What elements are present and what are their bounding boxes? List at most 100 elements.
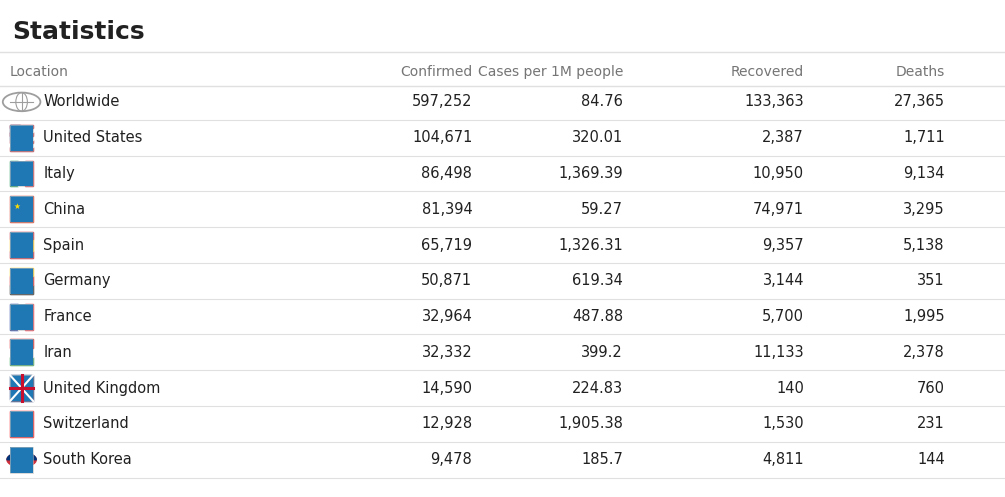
Text: 760: 760 — [917, 381, 945, 396]
Bar — [10, 339, 33, 348]
Bar — [10, 375, 33, 401]
Bar — [10, 304, 18, 330]
Bar — [10, 447, 33, 473]
Text: Italy: Italy — [43, 166, 75, 181]
Circle shape — [7, 452, 36, 467]
Text: 59.27: 59.27 — [581, 202, 623, 217]
Text: 3,144: 3,144 — [763, 273, 804, 288]
Bar — [10, 136, 33, 140]
Text: 86,498: 86,498 — [421, 166, 472, 181]
Bar — [10, 285, 33, 294]
Bar — [10, 251, 33, 258]
Bar — [10, 143, 33, 147]
Bar — [10, 276, 33, 285]
Text: 1,369.39: 1,369.39 — [559, 166, 623, 181]
Text: 185.7: 185.7 — [581, 452, 623, 467]
Bar — [10, 304, 33, 330]
Text: 1,326.31: 1,326.31 — [559, 238, 623, 252]
Text: 74,971: 74,971 — [753, 202, 804, 217]
Text: 9,478: 9,478 — [430, 452, 472, 467]
Text: Deaths: Deaths — [895, 65, 945, 79]
Text: 3,295: 3,295 — [903, 202, 945, 217]
Text: United Kingdom: United Kingdom — [43, 381, 161, 396]
Bar — [10, 232, 33, 258]
Text: 10,950: 10,950 — [753, 166, 804, 181]
Bar — [10, 268, 33, 276]
Text: United States: United States — [43, 130, 143, 145]
Text: 399.2: 399.2 — [581, 345, 623, 360]
Bar — [15, 422, 28, 425]
Text: ★: ★ — [13, 202, 20, 211]
Text: Recovered: Recovered — [731, 65, 804, 79]
Text: 4,811: 4,811 — [763, 452, 804, 467]
Bar — [10, 375, 33, 401]
Text: 50,871: 50,871 — [421, 273, 472, 288]
Text: Germany: Germany — [43, 273, 111, 288]
Text: 9,134: 9,134 — [903, 166, 945, 181]
Bar — [10, 232, 33, 258]
Text: 1,530: 1,530 — [763, 416, 804, 431]
Text: 9,357: 9,357 — [763, 238, 804, 252]
Text: 619.34: 619.34 — [572, 273, 623, 288]
Text: 84.76: 84.76 — [581, 94, 623, 109]
Text: 2,378: 2,378 — [902, 345, 945, 360]
Text: 32,964: 32,964 — [421, 309, 472, 324]
Bar — [18, 304, 25, 330]
Text: 81,394: 81,394 — [422, 202, 472, 217]
Bar — [10, 140, 33, 143]
Text: 320.01: 320.01 — [572, 130, 623, 145]
Bar — [10, 304, 33, 330]
Text: 1,995: 1,995 — [903, 309, 945, 324]
Bar — [10, 339, 33, 365]
Bar — [10, 125, 33, 128]
Bar — [10, 268, 33, 294]
Bar — [10, 132, 33, 136]
Bar — [10, 196, 33, 222]
Bar — [10, 196, 33, 222]
Bar — [25, 161, 33, 186]
Text: Cases per 1M people: Cases per 1M people — [477, 65, 623, 79]
Bar — [10, 357, 33, 365]
Text: 224.83: 224.83 — [572, 381, 623, 396]
Bar — [19, 417, 24, 431]
Text: 32,332: 32,332 — [422, 345, 472, 360]
Text: 5,700: 5,700 — [762, 309, 804, 324]
Text: 140: 140 — [776, 381, 804, 396]
Text: 14,590: 14,590 — [421, 381, 472, 396]
Wedge shape — [7, 452, 36, 460]
Bar — [10, 128, 33, 132]
Text: 1,711: 1,711 — [902, 130, 945, 145]
Text: 11,133: 11,133 — [754, 345, 804, 360]
Text: 65,719: 65,719 — [421, 238, 472, 252]
Bar — [10, 125, 20, 140]
Text: 27,365: 27,365 — [893, 94, 945, 109]
Bar — [10, 232, 33, 239]
Bar — [10, 125, 33, 151]
Text: Location: Location — [10, 65, 69, 79]
Bar — [10, 375, 33, 401]
Text: 133,363: 133,363 — [745, 94, 804, 109]
Bar — [10, 161, 33, 186]
Bar — [10, 447, 33, 473]
Bar — [10, 411, 33, 437]
Text: 597,252: 597,252 — [412, 94, 472, 109]
Bar — [10, 339, 33, 365]
Text: 351: 351 — [918, 273, 945, 288]
Bar — [10, 348, 33, 357]
Text: 1,905.38: 1,905.38 — [558, 416, 623, 431]
Bar — [10, 447, 33, 473]
Text: Confirmed: Confirmed — [400, 65, 472, 79]
Bar — [10, 239, 33, 251]
Text: France: France — [43, 309, 91, 324]
Text: China: China — [43, 202, 85, 217]
Text: Switzerland: Switzerland — [43, 416, 129, 431]
Bar — [10, 125, 33, 151]
Bar — [25, 304, 33, 330]
Bar — [10, 161, 33, 186]
Text: Statistics: Statistics — [12, 20, 145, 44]
Text: 144: 144 — [917, 452, 945, 467]
Bar — [10, 196, 33, 222]
Text: Spain: Spain — [43, 238, 84, 252]
Text: 2,387: 2,387 — [762, 130, 804, 145]
Text: South Korea: South Korea — [43, 452, 132, 467]
